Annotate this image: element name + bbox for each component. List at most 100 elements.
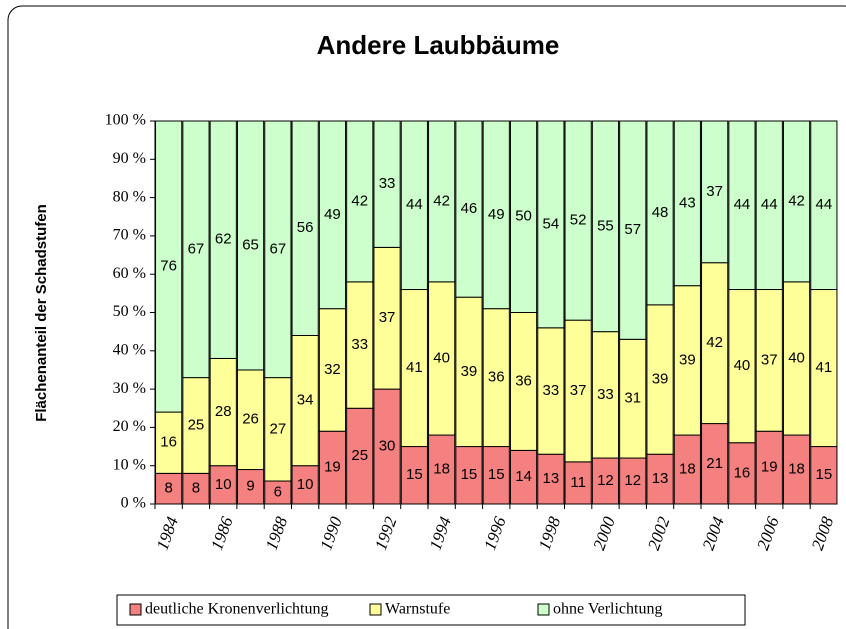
y-tick-label: 70 % — [113, 227, 146, 244]
y-tick-label: 90 % — [113, 150, 146, 167]
data-label: 42 — [351, 192, 368, 209]
bar-segment — [646, 453, 674, 505]
bar-segment — [701, 120, 729, 264]
data-label: 42 — [788, 192, 805, 209]
bar-segment — [428, 281, 456, 436]
data-label: 19 — [761, 459, 778, 476]
bar-segment — [564, 319, 592, 463]
bar-segment — [291, 334, 319, 467]
bar-segment — [619, 457, 647, 505]
bar-segment — [182, 120, 210, 379]
legend-label: deutliche Kronenverlichtung — [145, 601, 329, 618]
data-label: 16 — [160, 434, 177, 451]
data-label: 8 — [192, 480, 200, 497]
bar-segment — [728, 289, 756, 444]
data-label: 34 — [297, 392, 314, 409]
data-label: 10 — [297, 476, 314, 493]
data-label: 15 — [488, 466, 505, 483]
bar-segment — [182, 472, 210, 505]
data-label: 67 — [270, 240, 287, 257]
bar-segment — [400, 120, 428, 291]
data-label: 39 — [652, 370, 669, 387]
bar-segment — [701, 423, 729, 505]
data-label: 49 — [324, 206, 341, 223]
bar-segment — [673, 120, 701, 287]
data-label: 12 — [624, 472, 641, 489]
data-label: 62 — [215, 231, 232, 248]
data-label: 37 — [379, 309, 396, 326]
bar-segment — [619, 120, 647, 340]
data-label: 27 — [270, 420, 287, 437]
y-tick-label: 40 % — [113, 341, 146, 358]
data-label: 48 — [652, 204, 669, 221]
data-label: 18 — [433, 460, 450, 477]
data-label: 37 — [570, 382, 587, 399]
data-label: 65 — [242, 236, 259, 253]
data-label: 50 — [515, 208, 532, 225]
data-label: 44 — [734, 196, 751, 213]
bar-segment — [782, 434, 811, 505]
bar-segment — [509, 449, 538, 505]
data-label: 36 — [488, 369, 505, 386]
data-label: 33 — [379, 175, 396, 192]
data-label: 44 — [761, 196, 778, 213]
y-axis-title: Flächenanteil der Schadstufen — [33, 204, 50, 422]
data-label: 26 — [242, 411, 259, 428]
chart-title: Andere Laubbäume — [317, 30, 560, 60]
bar-segment — [509, 120, 538, 313]
data-label: 37 — [761, 351, 778, 368]
data-label: 55 — [597, 217, 614, 234]
data-label: 40 — [433, 349, 450, 366]
legend-swatch — [129, 603, 142, 616]
data-label: 44 — [816, 196, 833, 213]
bar-segment — [264, 120, 292, 379]
data-label: 33 — [597, 386, 614, 403]
data-label: 33 — [543, 382, 560, 399]
y-tick-label: 100 % — [105, 112, 146, 129]
bar-segment — [728, 442, 756, 505]
y-tick-label: 0 % — [121, 495, 146, 512]
data-label: 42 — [706, 334, 723, 351]
y-tick-label: 20 % — [113, 418, 146, 435]
y-tick-label: 80 % — [113, 188, 146, 205]
bar-segment — [373, 120, 401, 248]
legend-label: Warnstufe — [385, 601, 450, 618]
data-label: 11 — [570, 474, 586, 491]
bar-segment — [537, 453, 565, 505]
bar-segment — [346, 407, 374, 505]
bar-segment — [537, 120, 565, 329]
bar-segment — [564, 461, 592, 505]
data-label: 40 — [788, 349, 805, 366]
bar-segment — [482, 446, 510, 505]
legend-swatch — [537, 603, 550, 616]
bar-segment — [755, 120, 783, 291]
data-label: 28 — [215, 403, 232, 420]
data-label: 32 — [324, 361, 341, 378]
bar-segment — [428, 434, 456, 505]
legend-swatch — [369, 603, 382, 616]
bar-segment — [318, 430, 347, 505]
data-label: 56 — [297, 219, 314, 236]
legend-box — [116, 594, 746, 626]
bar-segment — [428, 120, 456, 283]
y-tick-label: 60 % — [113, 265, 146, 282]
data-label: 46 — [461, 200, 478, 217]
data-label: 25 — [188, 416, 205, 433]
data-label: 39 — [461, 363, 478, 380]
bar-segment — [209, 357, 237, 467]
data-label: 8 — [164, 480, 172, 497]
data-label: 36 — [515, 372, 532, 389]
bar-segment — [810, 289, 838, 448]
data-label: 41 — [816, 359, 833, 376]
bar-segment — [646, 120, 674, 306]
bar-segment — [537, 327, 565, 455]
data-label: 25 — [351, 447, 368, 464]
bar-segment — [318, 120, 347, 310]
y-tick-label: 30 % — [113, 380, 146, 397]
bar-segment — [591, 457, 620, 505]
y-tick-label: 50 % — [113, 303, 146, 320]
data-label: 42 — [433, 192, 450, 209]
data-label: 67 — [188, 240, 205, 257]
data-label: 52 — [570, 212, 587, 229]
